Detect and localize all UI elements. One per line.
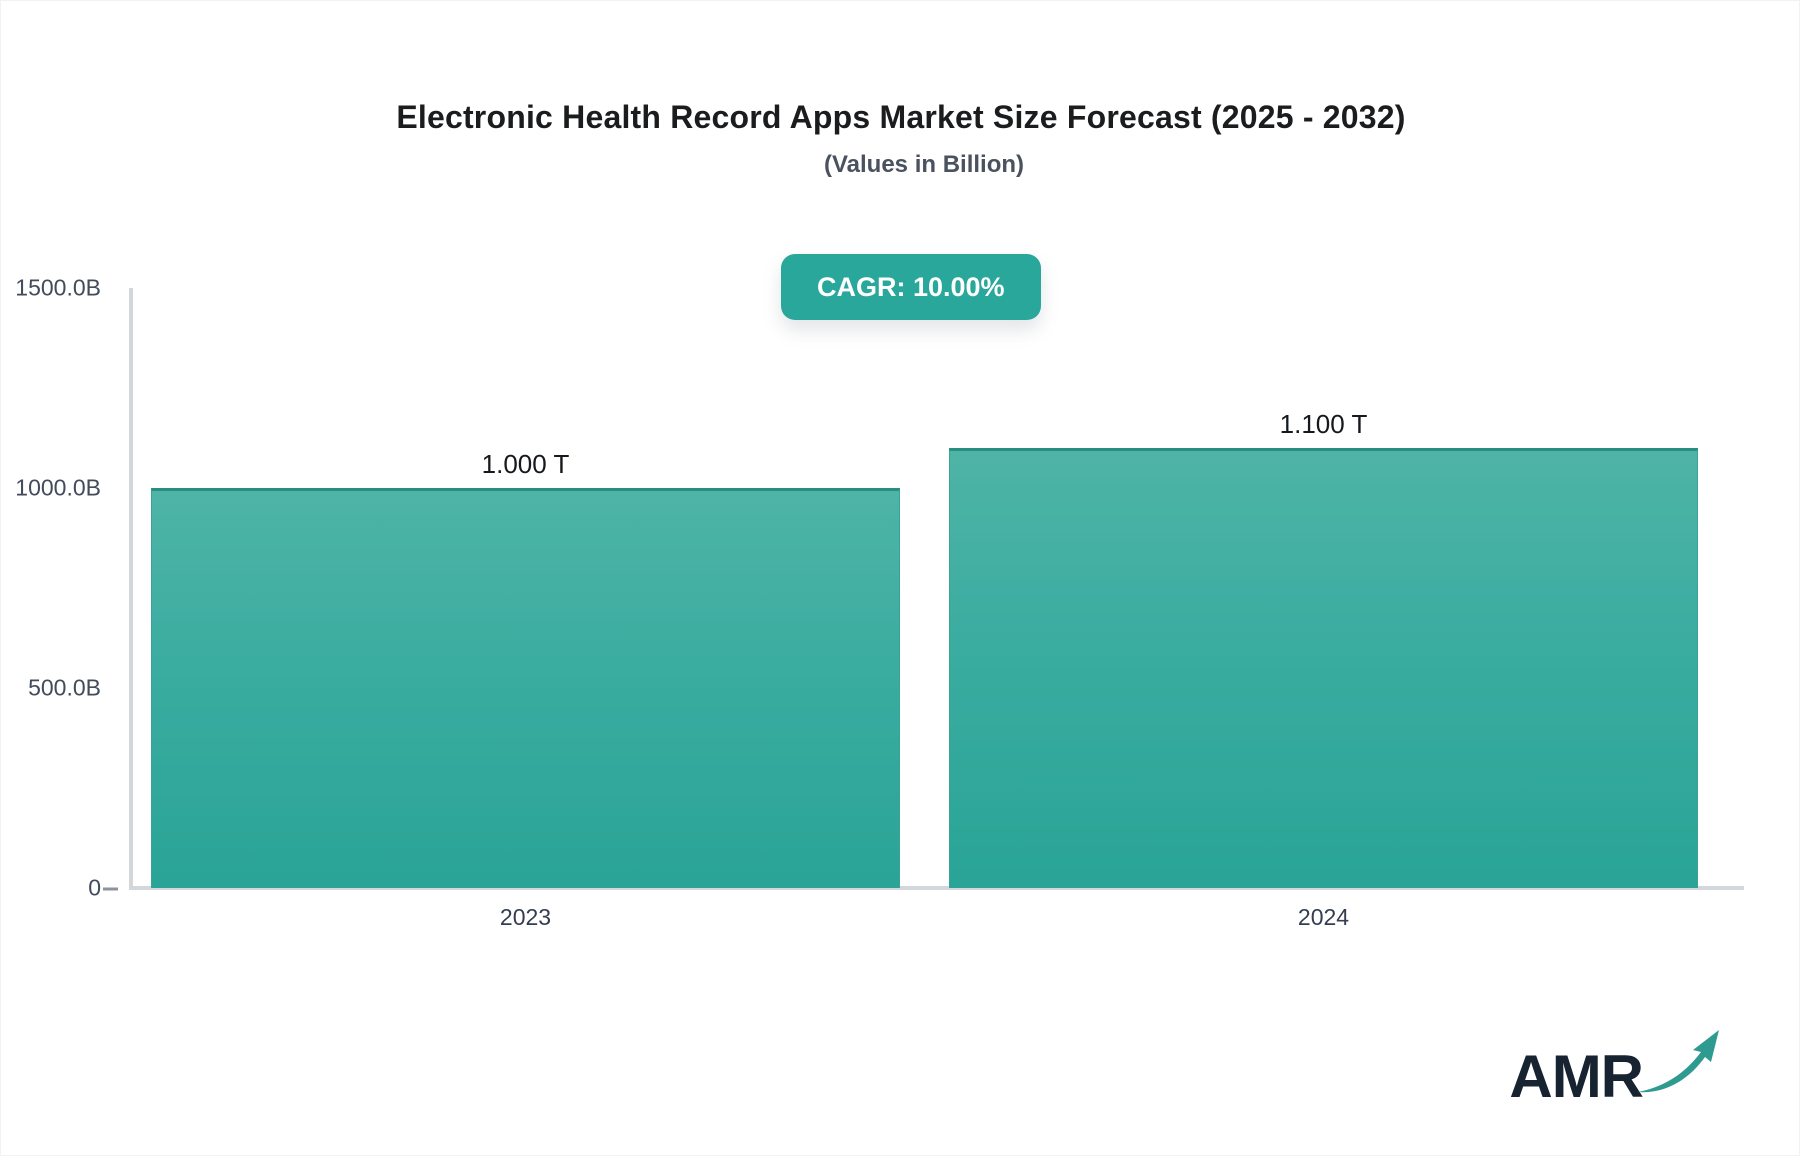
bar-value-label: 1.100 T xyxy=(1279,409,1368,439)
chart-title: Electronic Health Record Apps Market Siz… xyxy=(396,99,1406,135)
x-axis-line xyxy=(129,886,1744,890)
bar-value-label: 1.000 T xyxy=(481,449,570,479)
y-tick-label: 0 xyxy=(88,874,101,901)
zero-tick-dash xyxy=(103,887,118,891)
amr-logo: AMR xyxy=(1509,1026,1721,1107)
y-tick-label: 1500.0B xyxy=(15,274,101,301)
y-tick-label: 500.0B xyxy=(28,674,101,701)
x-axis-label-2023: 2023 xyxy=(499,904,552,930)
x-axis-label-2024: 2024 xyxy=(1297,904,1350,930)
y-axis-line xyxy=(129,288,133,890)
y-tick-label: 1000.0B xyxy=(15,474,101,501)
cagr-badge-label: CAGR: 10.00% xyxy=(817,271,1005,302)
trend-arrow-icon xyxy=(1635,1026,1721,1105)
amr-logo-text: AMR xyxy=(1509,1043,1644,1110)
bar-2024 xyxy=(949,448,1698,888)
bar-2023 xyxy=(151,488,900,888)
chart-subtitle: (Values in Billion) xyxy=(823,151,1025,178)
cagr-badge: CAGR: 10.00% xyxy=(781,254,1041,320)
